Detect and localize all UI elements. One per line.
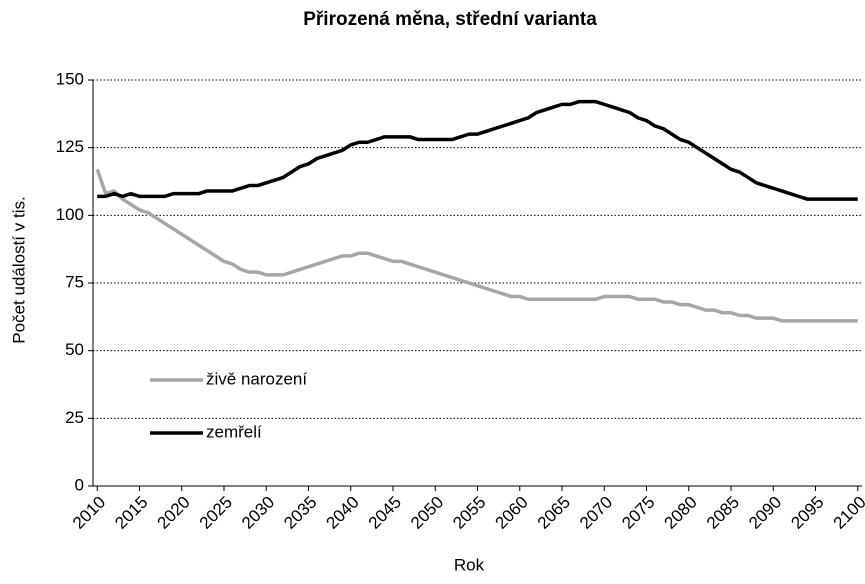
x-tick-label: 2020 bbox=[154, 493, 194, 533]
x-tick-label: 2085 bbox=[703, 493, 743, 533]
y-tick-label: 100 bbox=[56, 205, 84, 224]
x-tick-label: 2080 bbox=[661, 493, 701, 533]
x-tick-label: 2015 bbox=[111, 493, 151, 533]
y-tick-label: 125 bbox=[56, 137, 84, 156]
legend-label: živě narození bbox=[206, 369, 307, 388]
x-tick-label: 2070 bbox=[576, 493, 616, 533]
x-tick-label: 2010 bbox=[69, 493, 109, 533]
x-tick-label: 2050 bbox=[407, 493, 447, 533]
y-tick-label: 25 bbox=[65, 408, 84, 427]
x-tick-label: 2045 bbox=[365, 493, 405, 533]
x-tick-label: 2075 bbox=[618, 493, 658, 533]
x-tick-label: 2095 bbox=[787, 493, 827, 533]
x-tick-label: 2030 bbox=[238, 493, 278, 533]
legend-label: zemřelí bbox=[206, 422, 262, 441]
x-tick-label: 2060 bbox=[492, 493, 532, 533]
x-axis-title: Rok bbox=[454, 555, 485, 574]
chart-title: Přirozená měna, střední varianta bbox=[303, 9, 597, 30]
x-tick-label: 2040 bbox=[323, 493, 363, 533]
x-tick-label: 2055 bbox=[449, 493, 489, 533]
x-tick-label: 2065 bbox=[534, 493, 574, 533]
y-tick-label: 50 bbox=[65, 340, 84, 359]
y-axis-title: Počet událostí v tis. bbox=[9, 196, 28, 343]
x-tick-label: 2025 bbox=[196, 493, 236, 533]
series-line bbox=[95, 168, 858, 323]
x-tick-label: 2090 bbox=[745, 493, 785, 533]
y-tick-label: 75 bbox=[65, 272, 84, 291]
series-line bbox=[97, 99, 858, 201]
x-tick-label: 2100 bbox=[830, 493, 865, 533]
x-tick-label: 2035 bbox=[280, 493, 320, 533]
y-tick-label: 150 bbox=[56, 69, 84, 88]
y-tick-label: 0 bbox=[75, 475, 84, 494]
